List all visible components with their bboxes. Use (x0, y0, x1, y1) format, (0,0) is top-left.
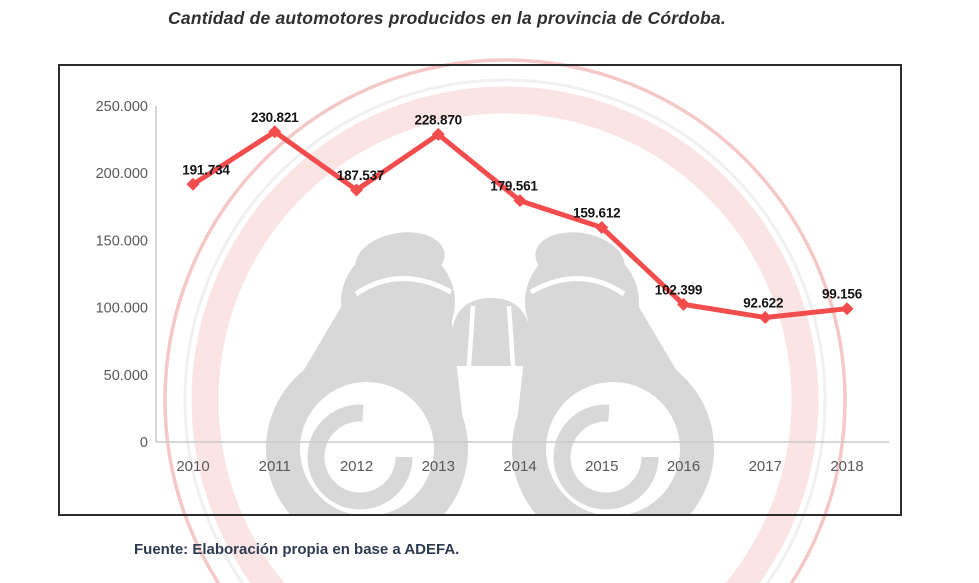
y-tick-label: 50.000 (104, 368, 148, 384)
page-title: Cantidad de automotores producidos en la… (168, 8, 726, 28)
data-point (758, 311, 772, 325)
data-point (840, 302, 854, 316)
data-label: 191.734 (182, 162, 230, 177)
chart-frame: 0 50.000 100.000 150.000 200.000 250.000 2010 2… (58, 64, 902, 516)
data-point (268, 125, 282, 139)
data-point (595, 220, 609, 234)
y-tick-label: 100.000 (96, 301, 148, 317)
line-chart: 0 50.000 100.000 150.000 200.000 250.000 2010 2… (96, 99, 889, 475)
x-tick-label: 2014 (503, 458, 536, 475)
y-tick-label: 150.000 (96, 233, 148, 249)
x-tick-label: 2011 (259, 458, 291, 475)
x-tick-label: 2015 (585, 458, 618, 475)
data-label: 228.870 (415, 112, 462, 127)
source-note: Fuente: Elaboración propia en base a ADE… (134, 541, 460, 558)
x-tick-label: 2018 (830, 458, 863, 475)
data-point (677, 297, 690, 311)
data-label: 187.537 (337, 168, 384, 183)
x-tick-label: 2017 (749, 458, 782, 475)
y-tick-label: 0 (140, 435, 148, 451)
data-point (513, 194, 527, 208)
data-label: 159.612 (573, 205, 620, 220)
x-tick-label: 2013 (422, 458, 455, 475)
x-tick-label: 2016 (667, 458, 700, 475)
binoculars-icon (266, 232, 714, 514)
data-label: 230.821 (251, 110, 299, 125)
data-label: 99.156 (822, 287, 863, 302)
trend-line (190, 129, 850, 320)
x-tick-label: 2010 (176, 458, 209, 475)
data-point (186, 177, 200, 191)
data-label: 92.622 (743, 296, 783, 311)
data-point (350, 183, 363, 197)
data-label: 102.399 (655, 282, 702, 297)
y-tick-label: 200.000 (96, 166, 148, 182)
x-tick-label: 2012 (340, 458, 373, 475)
y-tick-label: 250.000 (96, 99, 148, 115)
data-label: 179.561 (490, 179, 538, 194)
